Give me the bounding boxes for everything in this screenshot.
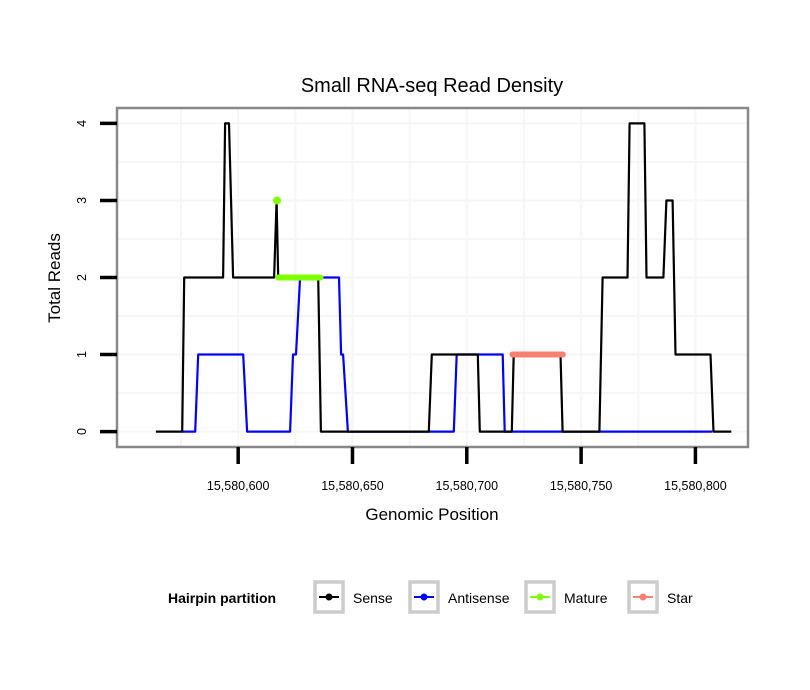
x-tick-label: 15,580,600	[207, 479, 270, 493]
series-layer	[155, 122, 732, 433]
y-tick-label: 4	[75, 120, 89, 127]
y-axis: 0 1 2 3 4	[75, 120, 117, 435]
x-tick-label: 15,580,800	[664, 479, 727, 493]
legend-key-point	[639, 593, 647, 601]
legend-key-point	[420, 593, 428, 601]
legend-label: Sense	[353, 590, 393, 606]
sense-line	[155, 122, 732, 433]
x-tick-label: 15,580,750	[550, 479, 613, 493]
chart-title: Small RNA-seq Read Density	[301, 75, 563, 97]
plot-panel	[115, 106, 750, 449]
legend-label: Antisense	[448, 590, 510, 606]
legend: Hairpin partition Sense Antisense Mature St…	[168, 580, 693, 614]
y-tick-label: 1	[75, 351, 89, 358]
mature-point	[273, 196, 282, 205]
legend-entry-mature: Mature	[524, 580, 608, 614]
legend-label: Mature	[564, 590, 608, 606]
legend-title: Hairpin partition	[168, 590, 276, 606]
x-tick-label: 15,580,650	[321, 479, 384, 493]
x-axis: 15,580,600 15,580,650 15,580,700 15,580,750…	[207, 447, 727, 493]
x-tick-label: 15,580,700	[436, 479, 499, 493]
legend-entries: Sense Antisense Mature Star	[313, 580, 693, 614]
legend-entry-star: Star	[627, 580, 693, 614]
y-tick-label: 3	[75, 197, 89, 204]
legend-entry-antisense: Antisense	[408, 580, 510, 614]
legend-label: Star	[667, 590, 693, 606]
legend-entry-sense: Sense	[313, 580, 393, 614]
y-axis-title: Total Reads	[45, 233, 64, 323]
y-tick-label: 0	[75, 428, 89, 435]
y-tick-label: 2	[75, 274, 89, 281]
legend-key-point	[536, 593, 544, 601]
x-axis-title: Genomic Position	[365, 505, 498, 524]
legend-key-point	[325, 593, 333, 601]
